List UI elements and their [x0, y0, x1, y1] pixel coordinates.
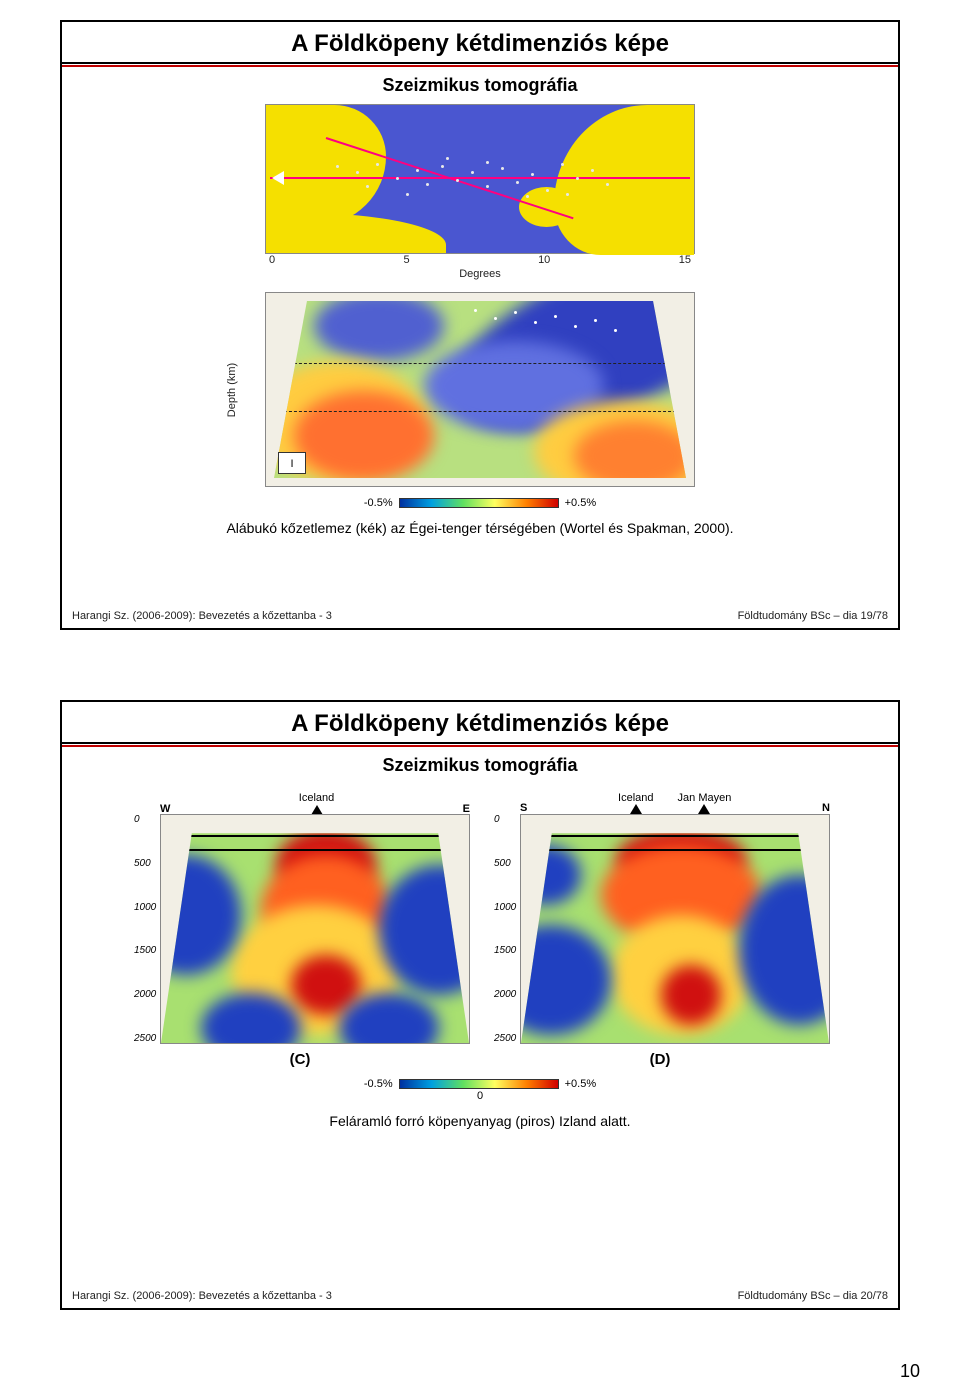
page-number: 10	[900, 1361, 920, 1382]
clip	[161, 815, 469, 1043]
cb-low: -0.5%	[364, 497, 393, 509]
tick-label: 2000	[494, 989, 516, 1000]
panel-letter-box: I	[278, 452, 306, 474]
footer-right: Földtudomány BSc – dia 19/78	[738, 610, 888, 622]
tick-label: 2500	[134, 1033, 156, 1044]
tick-label: 15	[679, 254, 691, 266]
volcano-label: Jan Mayen	[678, 792, 732, 804]
tick-label: 0	[494, 814, 516, 825]
x-axis-label: Degrees	[265, 268, 695, 280]
tomography-figure: Depth (km)	[265, 292, 695, 487]
slide-2: A Földköpeny kétdimenziós képe Szeizmiku…	[60, 700, 900, 1310]
volcano-label: Iceland	[618, 792, 653, 804]
tick-label: 10	[538, 254, 550, 266]
cb-gradient	[399, 1079, 559, 1089]
tick-label: 0	[269, 254, 275, 266]
dir-label: N	[822, 802, 830, 814]
section-c	[160, 814, 470, 1044]
section-d	[520, 814, 830, 1044]
tick-label: 5	[404, 254, 410, 266]
figure-caption: Alábukó kőzetlemez (kék) az Égei-tenger …	[62, 509, 898, 547]
panel-letter: (C)	[290, 1051, 311, 1068]
tick-label: 2000	[134, 989, 156, 1000]
surface-line	[161, 835, 469, 837]
slide-subtitle: Szeizmikus tomográfia	[62, 747, 898, 784]
figure-caption: Feláramló forró köpenyanyag (piros) Izla…	[62, 1102, 898, 1140]
y-axis-label: Depth (km)	[226, 362, 238, 416]
colorbar: -0.5% +0.5%	[364, 497, 596, 509]
footer-left: Harangi Sz. (2006-2009): Bevezetés a kőz…	[72, 610, 332, 622]
panel-c: W Iceland E 0 500 1000 1500 2000 2500	[130, 814, 470, 1044]
surface-line	[521, 849, 829, 851]
tick-label: 2500	[494, 1033, 516, 1044]
tick-label: 1500	[134, 945, 156, 956]
depth-line	[274, 363, 686, 364]
dir-label: S	[520, 802, 527, 814]
tick-label: 0	[134, 814, 156, 825]
depth-ticks: 0 500 1000 1500 2000 2500	[494, 814, 516, 1044]
depth-line	[274, 411, 686, 412]
cb-high: +0.5%	[565, 497, 597, 509]
volcano-label: Iceland	[299, 792, 334, 804]
panel-top-labels: W Iceland E	[160, 792, 470, 815]
panel-top-labels: S Iceland Jan Mayen N	[520, 792, 830, 814]
cb-high: +0.5%	[565, 1078, 597, 1090]
volcano-icon	[698, 804, 710, 814]
surface-line	[161, 849, 469, 851]
slide-title: A Földköpeny kétdimenziós képe	[62, 22, 898, 64]
volcano-icon	[630, 804, 642, 814]
colorbar: -0.5% +0.5%	[364, 1078, 596, 1090]
clip	[521, 815, 829, 1043]
tick-label: 500	[134, 858, 156, 869]
cb-mid: 0	[62, 1090, 898, 1102]
map-figure	[265, 104, 695, 254]
tick-label: 1500	[494, 945, 516, 956]
arrow-icon	[272, 171, 284, 185]
slide-footer: Harangi Sz. (2006-2009): Bevezetés a kőz…	[72, 1290, 888, 1302]
slide-subtitle: Szeizmikus tomográfia	[62, 67, 898, 104]
cb-gradient	[399, 498, 559, 508]
tomo-clip	[274, 301, 686, 478]
slide-title: A Földköpeny kétdimenziós képe	[62, 702, 898, 744]
colorbar-row: -0.5% +0.5%	[62, 1074, 898, 1090]
epicenter-dots	[266, 105, 694, 253]
figure-pair: W Iceland E 0 500 1000 1500 2000 2500	[62, 814, 898, 1044]
figure-area: 0 5 10 15 Degrees Depth (km)	[62, 104, 898, 509]
plume-core	[661, 965, 721, 1025]
tick-label: 1000	[494, 902, 516, 913]
footer-right: Földtudomány BSc – dia 20/78	[738, 1290, 888, 1302]
anomaly-hot	[294, 391, 434, 478]
tick-label: 1000	[134, 902, 156, 913]
footer-left: Harangi Sz. (2006-2009): Bevezetés a kőz…	[72, 1290, 332, 1302]
slide-1: A Földköpeny kétdimenziós képe Szeizmiku…	[60, 20, 900, 630]
panel-d: S Iceland Jan Mayen N 0 500 1000 1	[490, 814, 830, 1044]
x-ticks: 0 5 10 15	[265, 254, 695, 266]
cb-low: -0.5%	[364, 1078, 393, 1090]
panel-letter: (D)	[650, 1051, 671, 1068]
tick-label: 500	[494, 858, 516, 869]
slide-footer: Harangi Sz. (2006-2009): Bevezetés a kőz…	[72, 610, 888, 622]
surface-line	[521, 835, 829, 837]
depth-ticks: 0 500 1000 1500 2000 2500	[134, 814, 156, 1044]
